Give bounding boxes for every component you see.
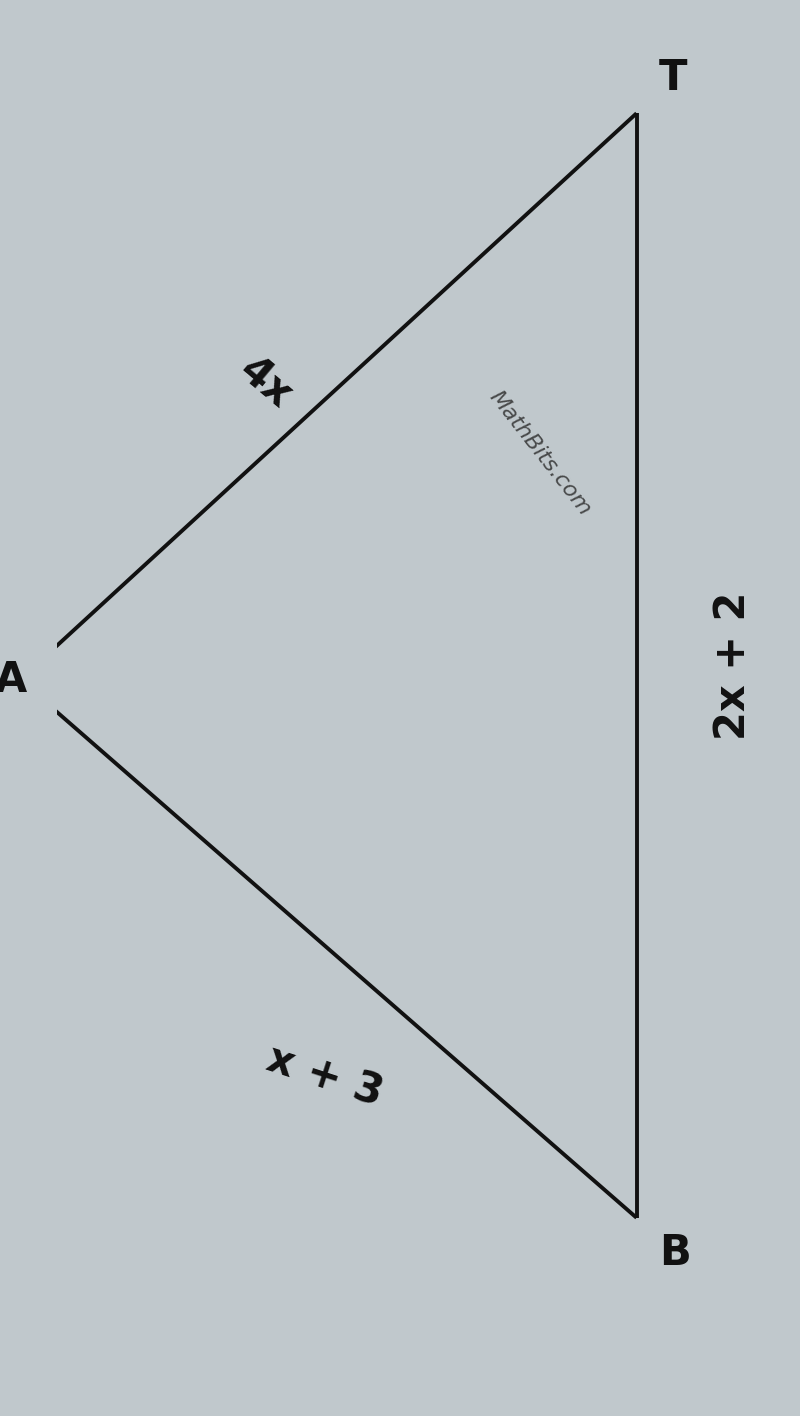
Text: MathBits.com: MathBits.com — [486, 387, 594, 520]
Text: B: B — [659, 1232, 690, 1274]
Text: x + 3: x + 3 — [261, 1038, 388, 1114]
Text: 4x: 4x — [230, 348, 300, 416]
Text: A: A — [0, 658, 27, 701]
Text: 2x + 2: 2x + 2 — [712, 592, 754, 739]
Text: T: T — [659, 57, 687, 99]
